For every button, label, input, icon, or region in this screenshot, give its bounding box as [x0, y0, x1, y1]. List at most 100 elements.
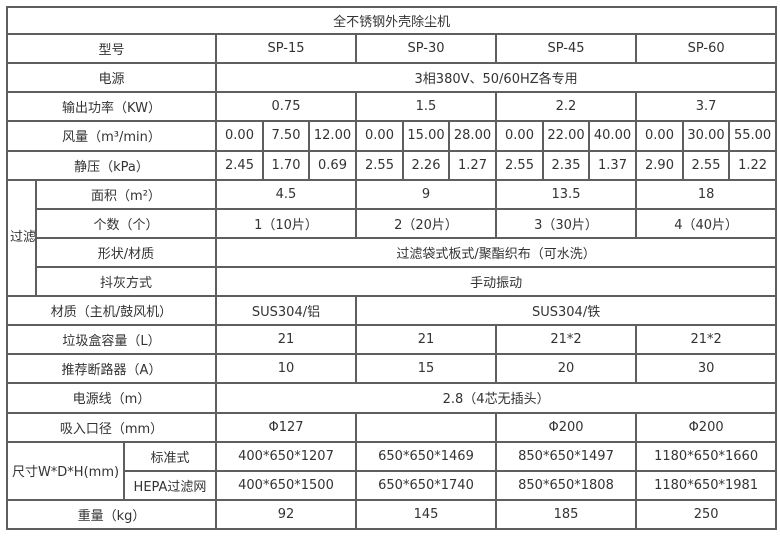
- model-name: SP-15: [215, 33, 357, 65]
- airflow-value: 0.00: [495, 120, 544, 152]
- row-label-dimensions-standard: 标准式: [123, 440, 217, 472]
- row-label-output-power: 输出功率（KW）: [6, 91, 217, 123]
- dust-removal-value: 手动振动: [214, 265, 778, 298]
- dimensions-hepa-value: 400*650*1500: [215, 469, 357, 501]
- airflow-value: 12.00: [308, 120, 357, 152]
- output-power-value: 2.2: [495, 91, 637, 123]
- row-label-model: 型号: [6, 33, 217, 65]
- row-label-airflow: 风量（m³/min）: [6, 120, 217, 152]
- airflow-value: 0.00: [215, 120, 264, 152]
- airflow-value: 28.00: [448, 120, 497, 152]
- filter-count-value: 3（30片）: [495, 207, 637, 239]
- output-power-row: 输出功率（KW） 0.75 1.5 2.2 3.7: [6, 91, 778, 123]
- inlet-diameter-value: Φ200: [495, 411, 637, 443]
- weight-value: 92: [215, 498, 357, 531]
- static-pressure-value: 0.69: [308, 149, 357, 181]
- dimensions-standard-value: 400*650*1207: [215, 440, 357, 472]
- material-value-sp15: SUS304/铝: [215, 295, 357, 327]
- static-pressure-value: 2.90: [635, 149, 684, 181]
- airflow-value: 22.00: [542, 120, 590, 152]
- output-power-value: 1.5: [355, 91, 497, 123]
- table-title: 全不锈钢外壳除尘机: [5, 5, 778, 36]
- inlet-diameter-value: [355, 411, 497, 443]
- dimensions-hepa-value: 1180*650*1981: [634, 469, 778, 501]
- material-value-others: SUS304/铁: [354, 295, 778, 327]
- filter-area-value: 13.5: [495, 178, 637, 210]
- static-pressure-value: 1.27: [448, 149, 497, 181]
- static-pressure-value: 1.22: [727, 149, 778, 181]
- static-pressure-value: 1.37: [588, 149, 637, 181]
- dimensions-hepa-value: 650*650*1740: [355, 469, 497, 501]
- bin-capacity-row: 垃圾盒容量（L） 21 21 21*2 21*2: [6, 324, 778, 356]
- airflow-value: 7.50: [262, 120, 310, 152]
- dimensions-hepa-row: HEPA过滤网 400*650*1500 650*650*1740 850*65…: [7, 469, 778, 501]
- dimensions-standard-value: 850*650*1497: [495, 440, 637, 472]
- inlet-diameter-value: Φ127: [215, 411, 357, 443]
- static-pressure-value: 2.26: [402, 149, 450, 181]
- dimensions-standard-value: 1180*650*1660: [634, 440, 778, 472]
- static-pressure-value: 1.70: [262, 149, 310, 181]
- filter-count-row: 个数（个） 1（10片） 2（20片） 3（30片） 4（40片）: [7, 207, 778, 239]
- row-label-breaker: 推荐断路器（A）: [6, 353, 217, 385]
- model-name: SP-45: [495, 33, 637, 65]
- airflow-value: 0.00: [635, 120, 684, 152]
- power-cord-row: 电源线（m） 2.8（4芯无插头）: [6, 382, 778, 414]
- filter-area-value: 9: [355, 178, 497, 210]
- airflow-value: 30.00: [682, 120, 730, 152]
- bin-capacity-value: 21*2: [634, 324, 778, 356]
- breaker-value: 30: [634, 353, 778, 385]
- row-label-filter-shape: 形状/材质: [35, 236, 217, 268]
- output-power-value: 0.75: [215, 91, 357, 123]
- breaker-value: 10: [215, 353, 357, 385]
- filter-area-value: 18: [634, 178, 778, 210]
- inlet-diameter-row: 吸入口径（mm） Φ127 Φ200 Φ200: [6, 411, 778, 443]
- row-label-filter-count: 个数（个）: [35, 207, 217, 239]
- inlet-diameter-value: Φ200: [634, 411, 778, 443]
- row-label-dust-removal: 抖灰方式: [35, 265, 217, 298]
- models-row: 型号 SP-15 SP-30 SP-45 SP-60: [6, 33, 778, 65]
- filter-count-value: 1（10片）: [215, 207, 357, 239]
- power-row: 电源 3相380V、50/60HZ各专用: [6, 62, 778, 94]
- static-pressure-value: 2.55: [355, 149, 404, 181]
- row-label-dimensions-hepa: HEPA过滤网: [123, 469, 217, 501]
- airflow-row: 风量（m³/min） 0.00 7.50 12.00 0.00 15.00 28…: [6, 120, 778, 152]
- dimensions-standard-value: 650*650*1469: [355, 440, 497, 472]
- static-pressure-value: 2.55: [682, 149, 730, 181]
- static-pressure-value: 2.45: [215, 149, 264, 181]
- row-label-inlet-diameter: 吸入口径（mm）: [6, 411, 217, 443]
- airflow-value: 0.00: [355, 120, 404, 152]
- row-label-bin-capacity: 垃圾盒容量（L）: [6, 324, 217, 356]
- dimensions-standard-row: 尺寸W*D*H(mm) 标准式 400*650*1207 650*650*146…: [6, 440, 778, 501]
- power-cord-value: 2.8（4芯无插头）: [214, 382, 778, 414]
- weight-value: 145: [355, 498, 497, 531]
- breaker-row: 推荐断路器（A） 10 15 20 30: [6, 353, 778, 385]
- airflow-value: 40.00: [588, 120, 637, 152]
- filter-count-value: 2（20片）: [355, 207, 497, 239]
- static-pressure-row: 静压（kPa） 2.45 1.70 0.69 2.55 2.26 1.27 2.…: [6, 149, 778, 181]
- row-label-power-cord: 电源线（m）: [6, 382, 217, 414]
- breaker-value: 15: [355, 353, 497, 385]
- bin-capacity-value: 21: [355, 324, 497, 356]
- output-power-value: 3.7: [634, 91, 778, 123]
- model-name: SP-60: [634, 33, 778, 65]
- filter-group-label: 过滤器: [6, 178, 37, 298]
- dimensions-group-label: 尺寸W*D*H(mm): [6, 440, 125, 501]
- breaker-value: 20: [495, 353, 637, 385]
- row-label-weight: 重量（kg）: [6, 498, 217, 531]
- filter-dust-removal-row: 抖灰方式 手动振动: [7, 265, 778, 298]
- power-value: 3相380V、50/60HZ各专用: [214, 62, 778, 94]
- airflow-value: 55.00: [727, 120, 778, 152]
- filter-area-row: 过滤器 面积（m²） 4.5 9 13.5 18: [6, 178, 778, 298]
- model-name: SP-30: [355, 33, 497, 65]
- weight-value: 250: [634, 498, 778, 531]
- filter-area-value: 4.5: [215, 178, 357, 210]
- filter-shape-row: 形状/材质 过滤袋式板式/聚酯织布（可水洗）: [7, 236, 778, 268]
- static-pressure-value: 2.55: [495, 149, 544, 181]
- product-spec-table: 全不锈钢外壳除尘机 型号 SP-15 SP-30 SP-45 SP-60 电源 …: [5, 5, 778, 531]
- bin-capacity-value: 21*2: [495, 324, 637, 356]
- row-label-power: 电源: [6, 62, 217, 94]
- row-label-static-pressure: 静压（kPa）: [6, 149, 217, 181]
- airflow-value: 15.00: [402, 120, 450, 152]
- static-pressure-value: 2.35: [542, 149, 590, 181]
